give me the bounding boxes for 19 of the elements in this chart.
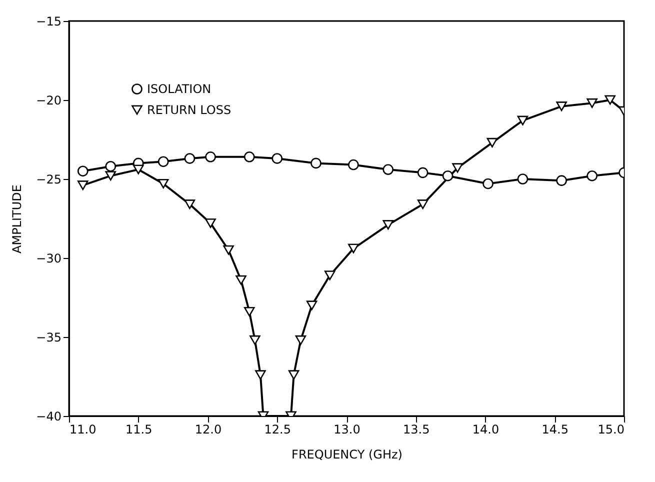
x-axis-title: FREQUENCY (GHz) xyxy=(292,448,402,462)
x-tick-label: 11.5 xyxy=(126,422,152,436)
x-tick-label: 13.5 xyxy=(403,422,430,436)
x-tick-label: 14.0 xyxy=(472,422,500,436)
x-tick-label: 14.5 xyxy=(542,422,568,436)
x-tick-label: 15.0 xyxy=(598,422,624,436)
x-tick-label: 12.0 xyxy=(194,422,222,436)
x-tick-label: 12.5 xyxy=(264,422,291,436)
x-tick-label: 13.0 xyxy=(334,422,360,436)
y-tick-label: −30 xyxy=(36,252,62,266)
legend-label: ISOLATION xyxy=(147,82,212,96)
y-tick-label: −35 xyxy=(36,330,62,344)
y-tick-label: −40 xyxy=(36,410,62,424)
y-axis-title: AMPLITUDE xyxy=(10,184,24,254)
x-tick-label: 11.0 xyxy=(70,422,96,436)
legend-label: RETURN LOSS xyxy=(147,103,232,117)
y-tick-label: −15 xyxy=(36,14,62,28)
y-tick-label: −20 xyxy=(36,94,62,108)
y-tick-label: −25 xyxy=(36,172,62,186)
